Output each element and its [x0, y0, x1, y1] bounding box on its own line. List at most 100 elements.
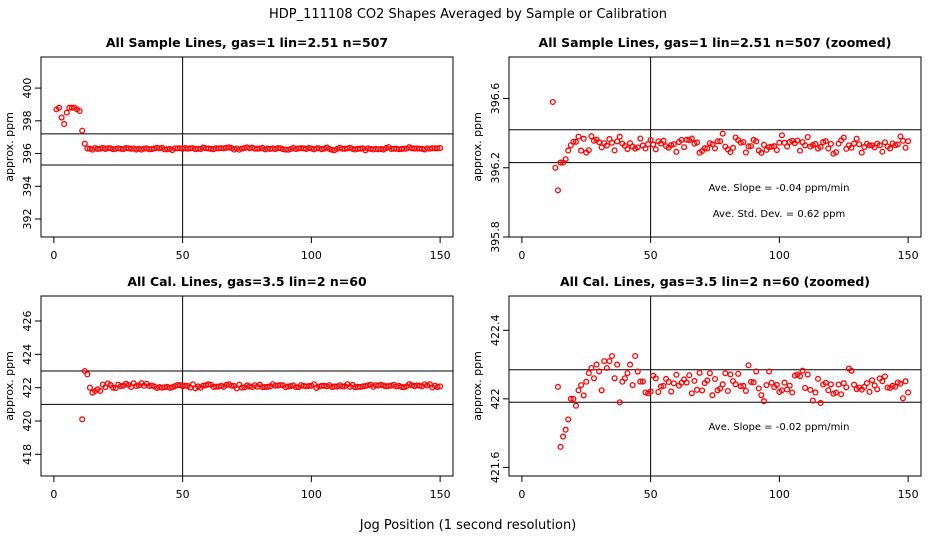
data-point: [68, 104, 75, 111]
data-point: [799, 367, 806, 374]
data-point: [570, 138, 577, 145]
data-point: [305, 144, 312, 151]
data-point: [616, 133, 623, 140]
data-point: [660, 382, 667, 390]
data-point: [554, 187, 561, 194]
panel-title: All Cal. Lines, gas=3.5 lin=2 n=60 (zoom…: [560, 274, 870, 289]
data-point: [719, 130, 726, 137]
data-point: [557, 159, 564, 166]
data-point: [58, 114, 65, 121]
data-point: [747, 143, 755, 150]
data-point: [789, 389, 796, 396]
panel-ylabel: approx. ppm: [3, 112, 16, 182]
data-point: [879, 378, 886, 385]
data-point: [905, 138, 912, 145]
plot-frame: [508, 295, 922, 477]
x-tick-label: 0: [50, 249, 57, 262]
data-point: [894, 141, 901, 148]
data-point: [166, 384, 173, 391]
data-point: [840, 134, 847, 141]
data-point: [578, 147, 585, 154]
data-point: [657, 383, 664, 390]
data-point: [786, 382, 793, 389]
plot-frame: [40, 56, 454, 238]
data-point: [866, 142, 873, 149]
data-point: [616, 399, 623, 406]
data-point: [634, 368, 641, 375]
data-point: [753, 368, 760, 375]
y-tick-label: 394: [21, 176, 34, 197]
panel-title: All Sample Lines, gas=1 lin=2.51 n=507 (…: [539, 35, 892, 50]
data-point: [63, 109, 70, 116]
data-point: [778, 132, 785, 139]
data-point: [729, 144, 737, 151]
data-point: [97, 387, 104, 395]
data-point: [575, 133, 582, 140]
x-tick-label: 100: [301, 488, 322, 501]
data-point: [740, 138, 747, 146]
data-point: [737, 139, 744, 146]
y-tick-label: 420: [21, 411, 34, 432]
data-point: [285, 146, 292, 153]
data-point: [549, 98, 556, 106]
data-point: [812, 389, 819, 396]
data-point: [892, 142, 899, 149]
x-tick-label: 150: [430, 249, 451, 262]
x-tick-label: 150: [898, 488, 919, 501]
data-point: [838, 391, 845, 398]
data-point: [776, 139, 783, 146]
data-point: [796, 373, 804, 380]
data-point: [711, 375, 719, 383]
data-point: [899, 137, 907, 144]
data-point: [706, 370, 713, 377]
data-point: [866, 388, 873, 395]
data-point: [822, 379, 829, 386]
data-point: [714, 138, 721, 145]
data-point: [683, 379, 690, 386]
data-point: [732, 381, 739, 388]
data-point: [766, 368, 773, 375]
data-point: [608, 352, 616, 360]
data-point: [565, 416, 572, 423]
data-point: [876, 142, 883, 149]
data-point: [709, 141, 716, 148]
annotation-slope: Ave. Slope = -0.02 ppm/min: [709, 422, 850, 433]
annotation-stddev: Ave. Std. Dev. = 0.62 ppm: [713, 209, 845, 220]
data-point: [305, 382, 312, 390]
data-point: [632, 352, 639, 360]
data-point: [763, 382, 770, 389]
data-point: [804, 371, 811, 378]
x-tick-label: 100: [769, 249, 790, 262]
data-point: [55, 104, 63, 111]
data-point: [773, 381, 780, 388]
data-point: [590, 375, 598, 382]
data-point: [760, 398, 767, 405]
panel-sample-lines-zoomed: All Sample Lines, gas=1 lin=2.51 n=507 (…: [471, 35, 922, 262]
panel-cal-lines: All Cal. Lines, gas=3.5 lin=2 n=60 appro…: [3, 274, 454, 501]
data-point: [554, 383, 561, 390]
data-point: [79, 416, 86, 423]
data-point: [884, 384, 891, 391]
data-point: [899, 395, 907, 402]
data-point: [238, 384, 245, 391]
data-point: [902, 378, 909, 385]
y-tick-label: 422.4: [489, 315, 502, 347]
data-point: [688, 135, 695, 142]
data-point: [673, 148, 680, 155]
data-point: [637, 135, 644, 142]
data-point: [629, 382, 636, 389]
data-point: [747, 378, 755, 385]
data-point: [794, 137, 801, 144]
data-point: [318, 146, 325, 153]
data-point: [758, 392, 765, 399]
data-point: [804, 134, 811, 141]
data-point: [614, 361, 621, 368]
data-point: [840, 380, 847, 387]
data-point: [642, 145, 649, 152]
data-point: [650, 141, 657, 148]
data-point: [76, 107, 83, 115]
data-point: [339, 383, 346, 390]
y-tick-label: 396.6: [489, 83, 502, 115]
data-point: [601, 358, 608, 365]
y-tick-label: 395.8: [489, 221, 502, 253]
